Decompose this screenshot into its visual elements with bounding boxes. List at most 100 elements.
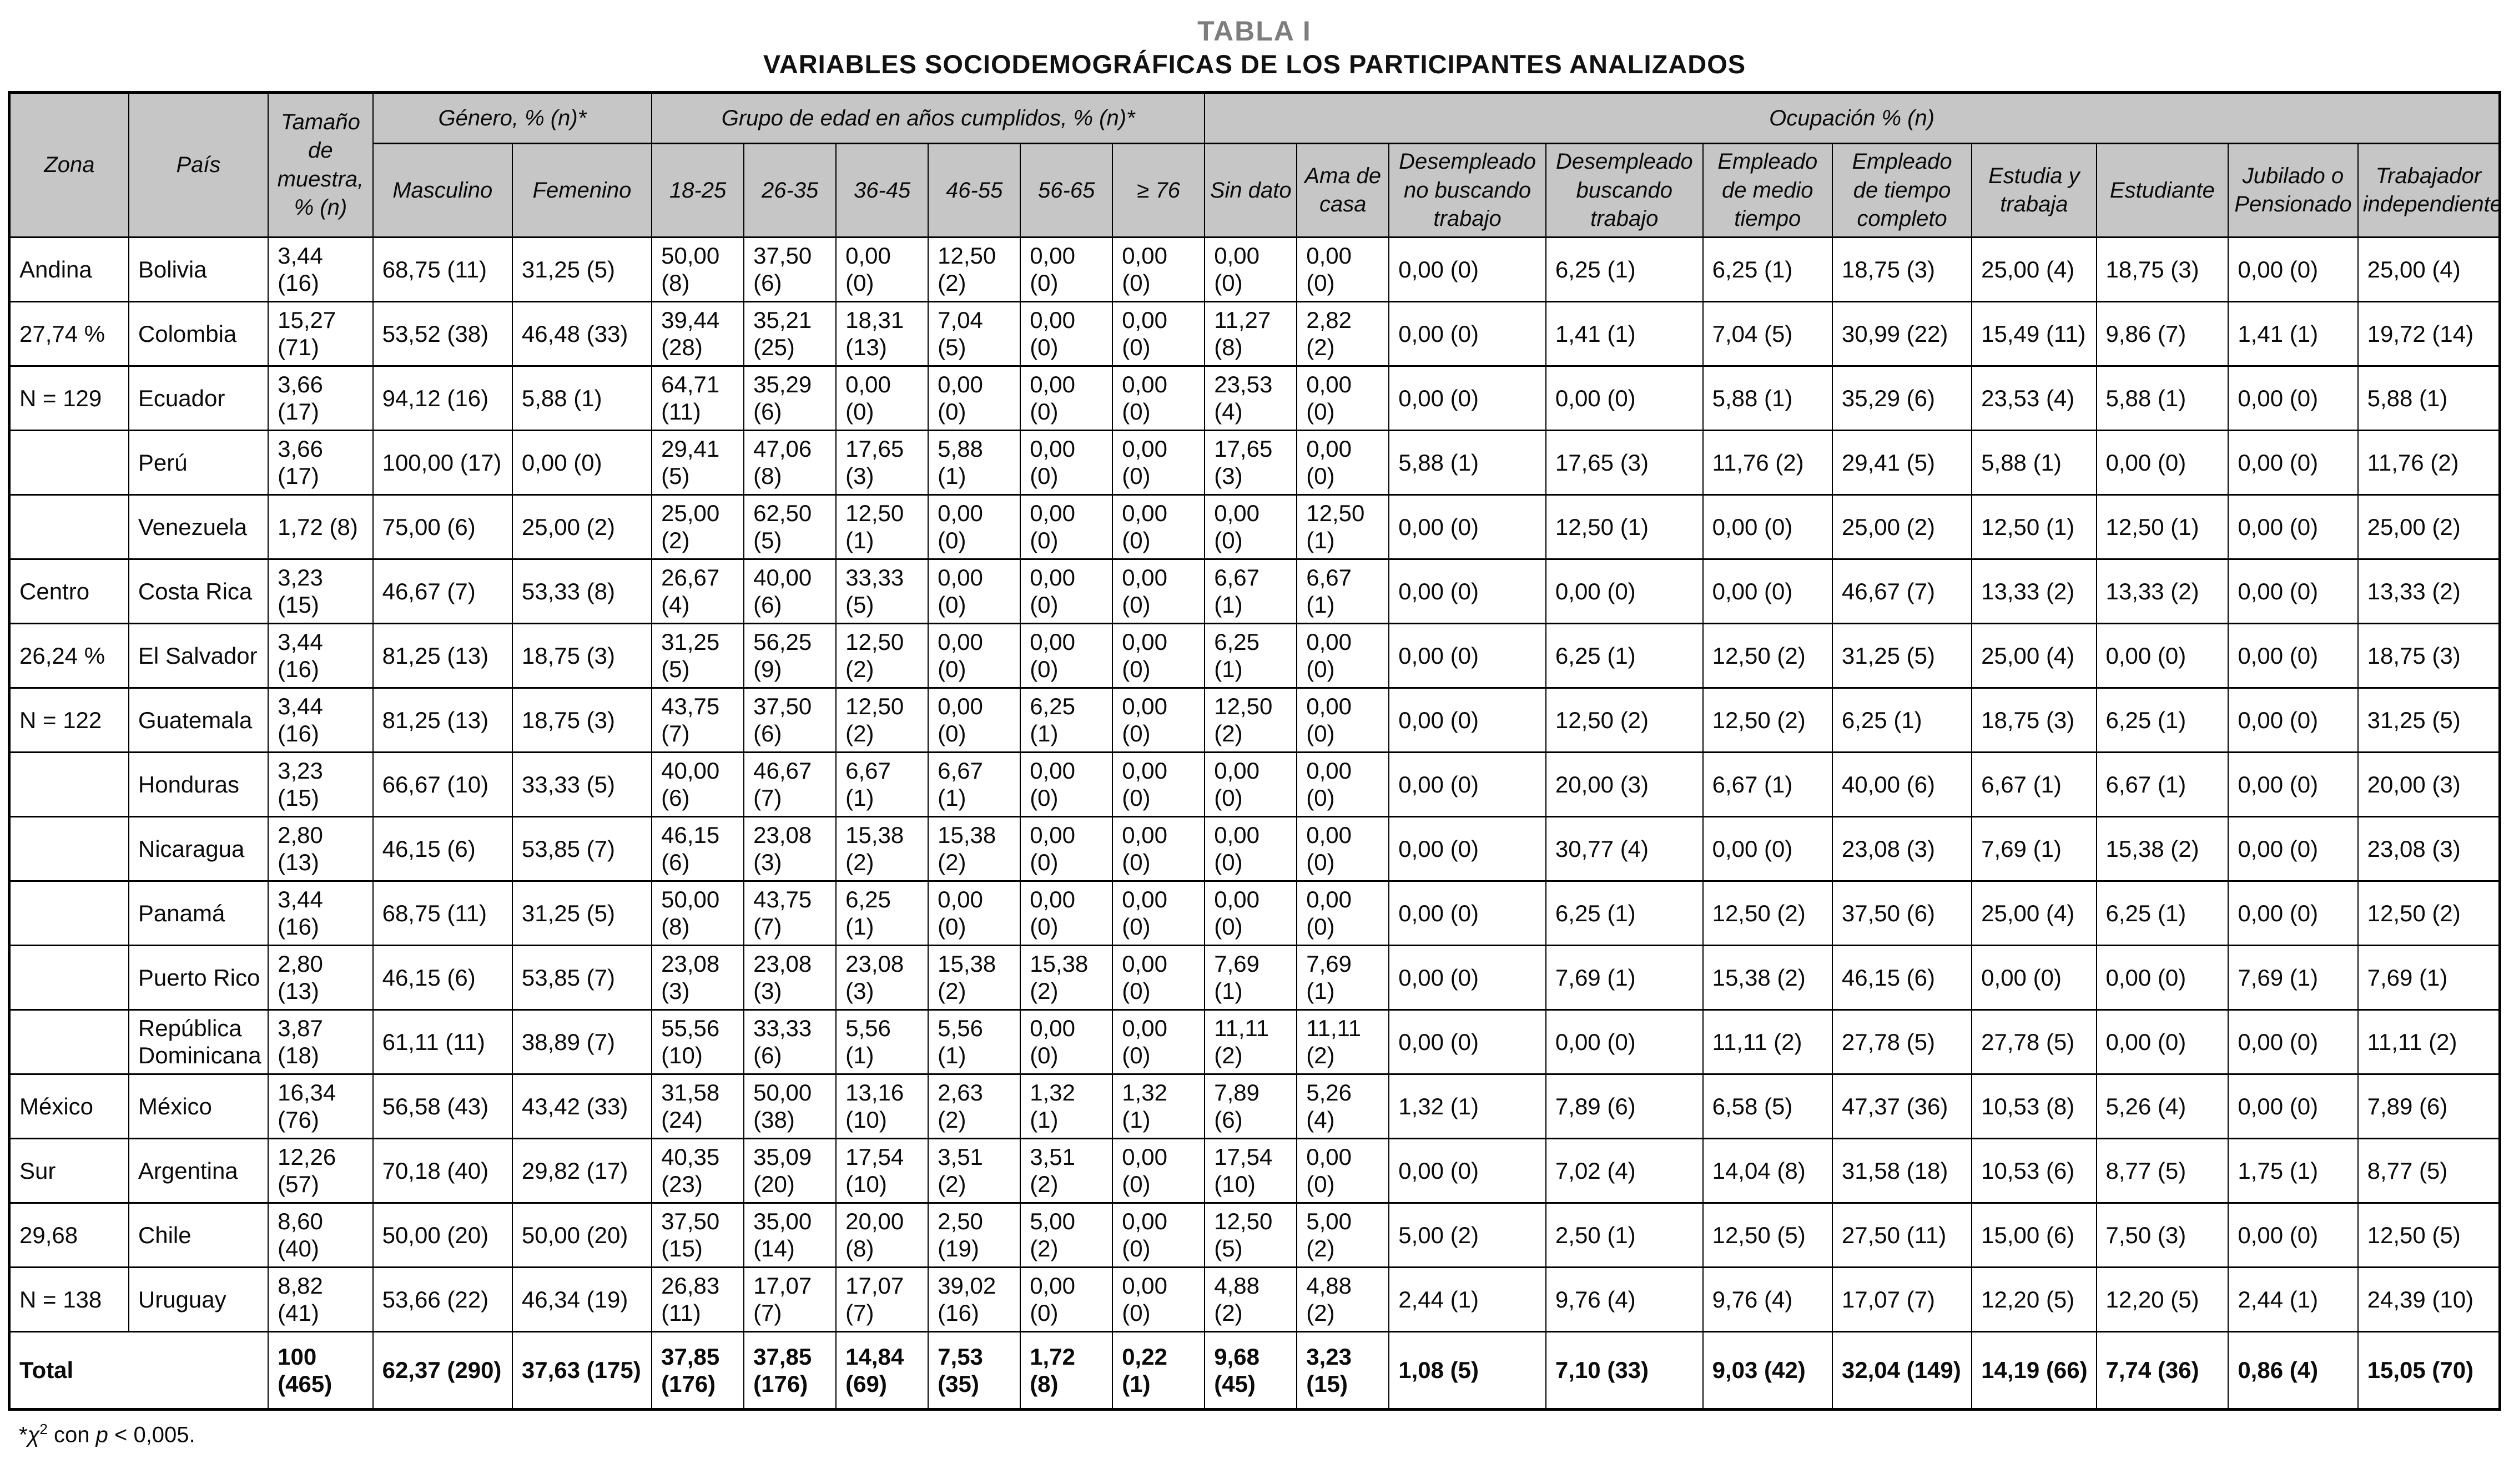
col-header-tamano-muestra: Tamaño de muestra, % (n) xyxy=(268,92,374,238)
value-cell: 0,00 (0) xyxy=(1112,1008,1206,1075)
total-value-cell: 62,37 (290) xyxy=(372,1330,513,1410)
value-cell: 6,25 (1) xyxy=(2095,687,2229,753)
value-cell: 35,09 (20) xyxy=(743,1137,837,1204)
value-cell: 3,23 (15) xyxy=(268,558,374,624)
value-cell: 39,02 (16) xyxy=(928,1266,1021,1332)
value-cell: 40,35 (23) xyxy=(651,1137,745,1204)
value-cell: 17,65 (3) xyxy=(835,429,929,496)
country-cell: El Salvador xyxy=(128,622,269,689)
value-cell: 56,25 (9) xyxy=(743,622,837,689)
value-cell: 0,00 (0) xyxy=(1296,622,1390,689)
value-cell: 68,75 (11) xyxy=(372,880,513,946)
value-cell: 31,25 (5) xyxy=(651,622,745,689)
value-cell: 40,00 (6) xyxy=(651,751,745,817)
value-cell: 12,50 (2) xyxy=(835,622,929,689)
value-cell: 70,18 (40) xyxy=(372,1137,513,1204)
value-cell: 0,00 (0) xyxy=(1112,687,1206,753)
zone-cell xyxy=(8,880,129,946)
value-cell: 1,41 (1) xyxy=(1545,300,1704,367)
value-cell: 26,67 (4) xyxy=(651,558,745,624)
country-cell: Panamá xyxy=(128,880,269,946)
value-cell: 0,00 (0) xyxy=(2228,751,2359,817)
value-cell: 0,00 (0) xyxy=(1702,815,1833,882)
value-cell: 0,00 (0) xyxy=(928,365,1021,431)
value-cell: 0,00 (0) xyxy=(1388,493,1546,560)
country-cell: Puerto Rico xyxy=(128,944,269,1011)
value-cell: 46,15 (6) xyxy=(372,944,513,1011)
value-cell: 25,00 (2) xyxy=(651,493,745,560)
value-cell: 25,00 (4) xyxy=(1971,622,2097,689)
value-cell: 12,50 (2) xyxy=(1702,687,1833,753)
value-cell: 0,00 (0) xyxy=(1112,1266,1206,1332)
value-cell: 8,77 (5) xyxy=(2095,1137,2229,1204)
value-cell: 0,00 (0) xyxy=(1388,751,1546,817)
value-cell: 0,00 (0) xyxy=(1296,365,1390,431)
value-cell: 3,87 (18) xyxy=(268,1008,374,1075)
value-cell: 0,00 (0) xyxy=(1020,429,1114,496)
value-cell: 46,34 (19) xyxy=(511,1266,653,1332)
value-cell: 0,00 (0) xyxy=(1020,751,1114,817)
value-cell: 31,58 (18) xyxy=(1831,1137,1973,1204)
total-value-cell: 32,04 (149) xyxy=(1831,1330,1973,1410)
value-cell: 46,67 (7) xyxy=(1831,558,1973,624)
col-header-edad-36-45: 36-45 xyxy=(835,143,929,238)
value-cell: 0,00 (0) xyxy=(835,365,929,431)
total-label: Total xyxy=(8,1330,269,1410)
col-header-jubilado-pensionado: Jubilado o Pensionado xyxy=(2228,143,2359,238)
value-cell: 12,50 (5) xyxy=(1204,1202,1298,1268)
table-row: N = 122 Guatemala 3,44 (16) 81,25 (13) 18,75… xyxy=(8,687,2501,753)
value-cell: 43,42 (33) xyxy=(511,1073,653,1139)
value-cell: 53,33 (8) xyxy=(511,558,653,624)
value-cell: 56,58 (43) xyxy=(372,1073,513,1139)
value-cell: 7,89 (6) xyxy=(1204,1073,1298,1139)
value-cell: 12,50 (1) xyxy=(1971,493,2097,560)
value-cell: 1,32 (1) xyxy=(1112,1073,1206,1139)
value-cell: 27,78 (5) xyxy=(1971,1008,2097,1075)
value-cell: 0,00 (0) xyxy=(1020,1266,1114,1332)
value-cell: 53,85 (7) xyxy=(511,815,653,882)
value-cell: 0,00 (0) xyxy=(1296,429,1390,496)
zone-cell: 27,74 % xyxy=(8,300,129,367)
value-cell: 5,56 (1) xyxy=(928,1008,1021,1075)
value-cell: 62,50 (5) xyxy=(743,493,837,560)
value-cell: 0,00 (0) xyxy=(1971,944,2097,1011)
value-cell: 0,00 (0) xyxy=(1388,1137,1546,1204)
col-header-edad-56-65: 56-65 xyxy=(1020,143,1114,238)
value-cell: 0,00 (0) xyxy=(2228,493,2359,560)
value-cell: 0,00 (0) xyxy=(928,622,1021,689)
value-cell: 0,00 (0) xyxy=(1388,880,1546,946)
value-cell: 17,54 (10) xyxy=(1204,1137,1298,1204)
table-body: Andina Bolivia 3,44 (16) 68,75 (11) 31,25 (5… xyxy=(8,236,2501,1410)
value-cell: 9,86 (7) xyxy=(2095,300,2229,367)
value-cell: 50,00 (38) xyxy=(743,1073,837,1139)
value-cell: 17,65 (3) xyxy=(1545,429,1704,496)
value-cell: 25,00 (4) xyxy=(1971,236,2097,302)
value-cell: 100,00 (17) xyxy=(372,429,513,496)
value-cell: 3,23 (15) xyxy=(268,751,374,817)
value-cell: 11,11 (2) xyxy=(1702,1008,1833,1075)
value-cell: 6,67 (1) xyxy=(1296,558,1390,624)
country-cell: República Dominicana xyxy=(128,1008,269,1075)
value-cell: 47,37 (36) xyxy=(1831,1073,1973,1139)
value-cell: 0,00 (0) xyxy=(1020,300,1114,367)
total-value-cell: 9,68 (45) xyxy=(1204,1330,1298,1410)
zone-cell: N = 122 xyxy=(8,687,129,753)
value-cell: 53,85 (7) xyxy=(511,944,653,1011)
value-cell: 5,88 (1) xyxy=(2095,365,2229,431)
value-cell: 6,67 (1) xyxy=(928,751,1021,817)
zone-cell: Sur xyxy=(8,1137,129,1204)
zone-cell: N = 129 xyxy=(8,365,129,431)
value-cell: 33,33 (6) xyxy=(743,1008,837,1075)
value-cell: 0,00 (0) xyxy=(1296,236,1390,302)
value-cell: 0,00 (0) xyxy=(1545,1008,1704,1075)
col-header-empleado-tiempo-completo: Empleado de tiempo completo xyxy=(1831,143,1973,238)
col-header-desempleado-no-buscando: Desempleado no buscando trabajo xyxy=(1388,143,1546,238)
value-cell: 2,63 (2) xyxy=(928,1073,1021,1139)
col-header-edad-46-55: 46-55 xyxy=(928,143,1021,238)
value-cell: 31,58 (24) xyxy=(651,1073,745,1139)
value-cell: 16,34 (76) xyxy=(268,1073,374,1139)
value-cell: 13,16 (10) xyxy=(835,1073,929,1139)
value-cell: 23,08 (3) xyxy=(1831,815,1973,882)
value-cell: 25,00 (2) xyxy=(1831,493,1973,560)
col-header-trabajador-independiente: Trabajador independiente xyxy=(2357,143,2501,238)
